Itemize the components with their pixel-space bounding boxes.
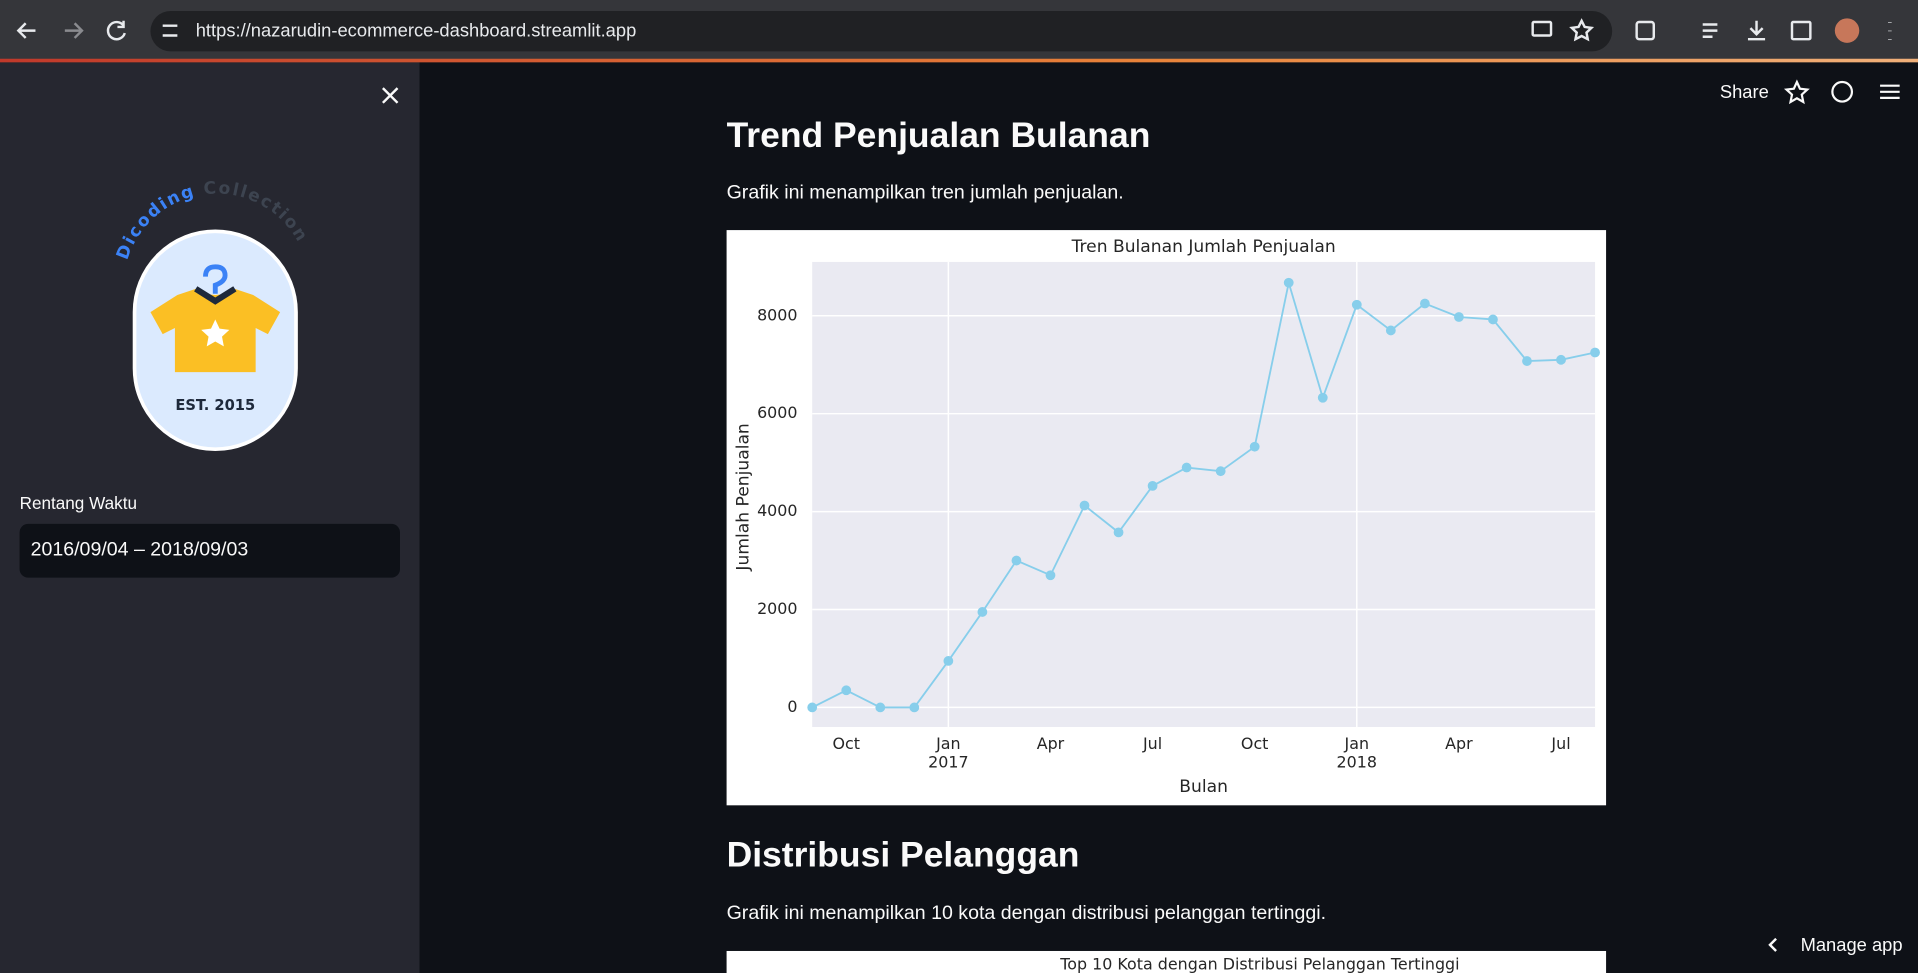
manage-app[interactable]: Manage app — [1800, 935, 1903, 956]
date-input-value[interactable]: 2016/09/04 – 2018/09/03 — [30, 539, 249, 561]
data-point — [1385, 325, 1396, 336]
data-point — [1488, 314, 1498, 325]
data-point — [1522, 356, 1532, 366]
y-tick-label: 2000 — [757, 599, 797, 618]
data-point — [1011, 555, 1022, 566]
date-input[interactable] — [19, 523, 400, 578]
side-panel[interactable] — [1790, 20, 1812, 41]
media-control[interactable] — [1702, 23, 1718, 38]
x-tick-label: Jan 2017 — [928, 735, 969, 773]
section-description: Grafik ini menampilkan tren jumlah penju… — [726, 182, 1124, 204]
data-point — [909, 702, 920, 713]
x-tick-label: Jan 2018 — [1336, 735, 1378, 773]
x-tick-label: Jul — [1551, 735, 1571, 754]
y-tick-label: 6000 — [757, 403, 797, 422]
data-point — [943, 656, 954, 666]
share-button[interactable]: Share — [1719, 82, 1769, 103]
y-tick-label: 8000 — [757, 305, 797, 324]
close-sidebar[interactable] — [381, 87, 399, 104]
header-icons — [1783, 79, 1900, 105]
x-tick-label: Oct — [1240, 735, 1269, 754]
site-info[interactable] — [162, 24, 178, 37]
data-point — [1079, 500, 1090, 511]
back-button[interactable] — [16, 22, 36, 39]
manage-chevron[interactable] — [1761, 933, 1785, 957]
x-tick-label: Apr — [1445, 735, 1473, 754]
address-bar[interactable] — [150, 11, 1613, 52]
x-tick-label: Oct — [832, 735, 860, 754]
chart: Tren Bulanan Jumlah Penjualan Jumlah Pen… — [734, 237, 1600, 797]
github-button[interactable] — [1831, 80, 1854, 103]
chart-title: Tren Bulanan Jumlah Penjualan — [1071, 237, 1336, 257]
app-menu[interactable] — [1880, 84, 1900, 100]
data-point — [1045, 570, 1056, 581]
chart-figure: Tren Bulanan Jumlah Penjualan Jumlah Pen… — [726, 230, 1607, 806]
sidebar — [0, 62, 420, 973]
data-point — [1147, 480, 1158, 491]
date-input-label: Rentang Waktu — [19, 493, 137, 513]
plot-area — [812, 261, 1596, 727]
browser-icons — [16, 18, 1892, 43]
x-tick-label: Jul — [1142, 735, 1163, 754]
logo-est: EST. 2015 — [175, 397, 255, 414]
data-point — [875, 702, 886, 713]
data-point — [1215, 466, 1226, 477]
next-chart: Top 10 Kota dengan Distribusi Pelanggan … — [726, 950, 1607, 973]
reload-button[interactable] — [106, 20, 126, 41]
data-point — [1181, 462, 1192, 473]
url[interactable]: https://nazarudin-ecommerce-dashboard.st… — [195, 20, 637, 42]
data-point — [1454, 312, 1464, 322]
data-point — [1249, 441, 1260, 452]
bookmark-star[interactable] — [1569, 18, 1595, 42]
data-point — [807, 702, 818, 713]
data-point — [977, 607, 988, 617]
data-point — [1419, 298, 1430, 309]
section-description: Grafik ini menampilkan 10 kota dengan di… — [726, 903, 1327, 925]
section-title: Trend Penjualan Bulanan — [726, 116, 1151, 156]
data-point — [841, 685, 852, 696]
data-point — [1317, 392, 1328, 403]
section-title: Distribusi Pelanggan — [726, 835, 1080, 876]
profile-avatar[interactable] — [1834, 18, 1860, 43]
next-chart-title: Top 10 Kota dengan Distribusi Pelanggan … — [1060, 955, 1460, 973]
data-point — [1590, 347, 1600, 358]
loading-line — [0, 58, 1918, 63]
x-axis-label: Bulan — [1179, 777, 1228, 797]
y-tick-label: 4000 — [757, 501, 797, 520]
downloads[interactable] — [1747, 20, 1766, 41]
x-tick-label: Apr — [1036, 735, 1065, 754]
data-point — [1556, 354, 1566, 365]
favorite-button[interactable] — [1783, 79, 1810, 105]
data-point — [1113, 527, 1124, 538]
y-tick-label: 0 — [787, 697, 797, 716]
install-icon[interactable] — [1531, 20, 1553, 37]
data-point — [1351, 299, 1362, 310]
series-line — [811, 282, 1596, 709]
data-point — [1283, 277, 1294, 288]
extensions[interactable] — [1635, 20, 1656, 41]
sidebar-graphics: Dicoding Collection EST. 2015 — [113, 87, 399, 452]
forward-button[interactable] — [64, 22, 84, 39]
y-axis-label: Jumlah Penjualan — [734, 423, 754, 571]
